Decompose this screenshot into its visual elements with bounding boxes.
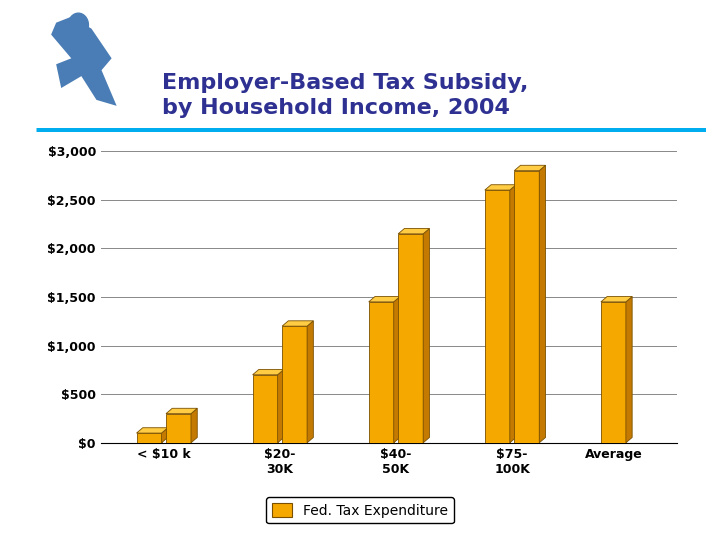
Bar xyxy=(166,414,191,443)
Polygon shape xyxy=(423,228,429,443)
Polygon shape xyxy=(601,296,632,302)
Polygon shape xyxy=(282,321,313,326)
Polygon shape xyxy=(278,369,284,443)
Polygon shape xyxy=(307,321,313,443)
Polygon shape xyxy=(191,408,197,443)
Bar xyxy=(601,302,626,443)
Polygon shape xyxy=(510,185,516,443)
Circle shape xyxy=(68,13,89,37)
Polygon shape xyxy=(626,296,632,443)
Polygon shape xyxy=(161,428,168,443)
Polygon shape xyxy=(137,428,168,433)
Polygon shape xyxy=(166,408,197,414)
Polygon shape xyxy=(514,165,546,171)
Legend: Fed. Tax Expenditure: Fed. Tax Expenditure xyxy=(266,497,454,523)
Bar xyxy=(514,171,539,443)
Bar xyxy=(485,190,510,443)
Polygon shape xyxy=(253,369,284,375)
Polygon shape xyxy=(394,296,400,443)
Bar xyxy=(137,433,161,443)
Polygon shape xyxy=(369,296,400,302)
Bar xyxy=(253,375,278,443)
Polygon shape xyxy=(398,228,429,234)
Bar xyxy=(369,302,394,443)
Polygon shape xyxy=(51,17,117,106)
Polygon shape xyxy=(485,185,516,190)
Text: Employer-Based Tax Subsidy,
by Household Income, 2004: Employer-Based Tax Subsidy, by Household… xyxy=(162,73,528,118)
Bar xyxy=(282,326,307,443)
Bar xyxy=(398,234,423,443)
Polygon shape xyxy=(539,165,546,443)
